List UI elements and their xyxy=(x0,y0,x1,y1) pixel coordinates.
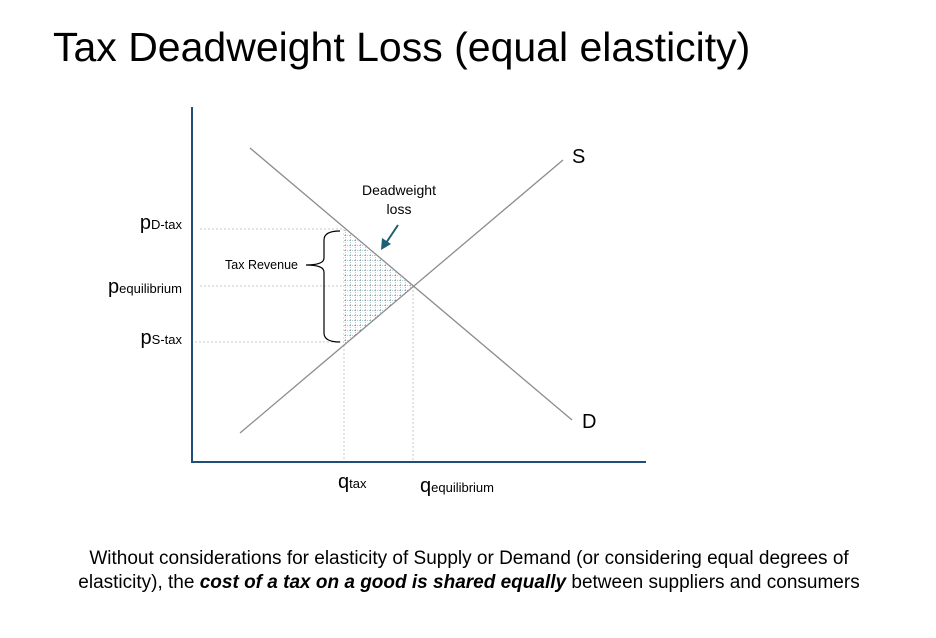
annotation: loss xyxy=(387,201,412,217)
label-base: q xyxy=(420,475,431,497)
supply-label: S xyxy=(572,146,585,168)
label-base: q xyxy=(338,471,349,493)
price-label: pD-tax xyxy=(140,212,183,234)
supply-curve xyxy=(239,159,564,434)
label-sub: S-tax xyxy=(152,332,183,347)
label-sub: D-tax xyxy=(151,217,183,232)
annotation: Tax Revenue xyxy=(225,258,298,272)
caption: elasticity), the cost of a tax on a good… xyxy=(78,572,859,593)
demand-curve xyxy=(249,147,573,421)
demand-label: D xyxy=(582,411,596,433)
price-label: pequilibrium xyxy=(108,276,182,298)
deadweight-area xyxy=(344,229,413,345)
caption-text: between suppliers and consumers xyxy=(566,572,860,593)
label-sub: equilibrium xyxy=(431,480,494,495)
caption: Without considerations for elasticity of… xyxy=(89,548,849,569)
caption-emphasis: cost of a tax on a good is shared equall… xyxy=(200,572,568,593)
caption-text: elasticity), the xyxy=(78,572,199,593)
label-base: p xyxy=(140,212,151,234)
arrow xyxy=(385,224,399,244)
title: Tax Deadweight Loss (equal elasticity) xyxy=(53,24,750,70)
label-base: p xyxy=(108,276,119,298)
label-sub: equilibrium xyxy=(119,281,182,296)
arrow-head xyxy=(381,238,391,250)
price-label: pS-tax xyxy=(141,327,183,349)
label-sub: tax xyxy=(349,476,367,491)
quantity-label: qtax xyxy=(338,471,367,493)
quantity-label: qequilibrium xyxy=(420,475,494,497)
label-base: p xyxy=(141,327,152,349)
brace xyxy=(305,230,341,343)
annotation: Deadweight xyxy=(362,182,436,198)
